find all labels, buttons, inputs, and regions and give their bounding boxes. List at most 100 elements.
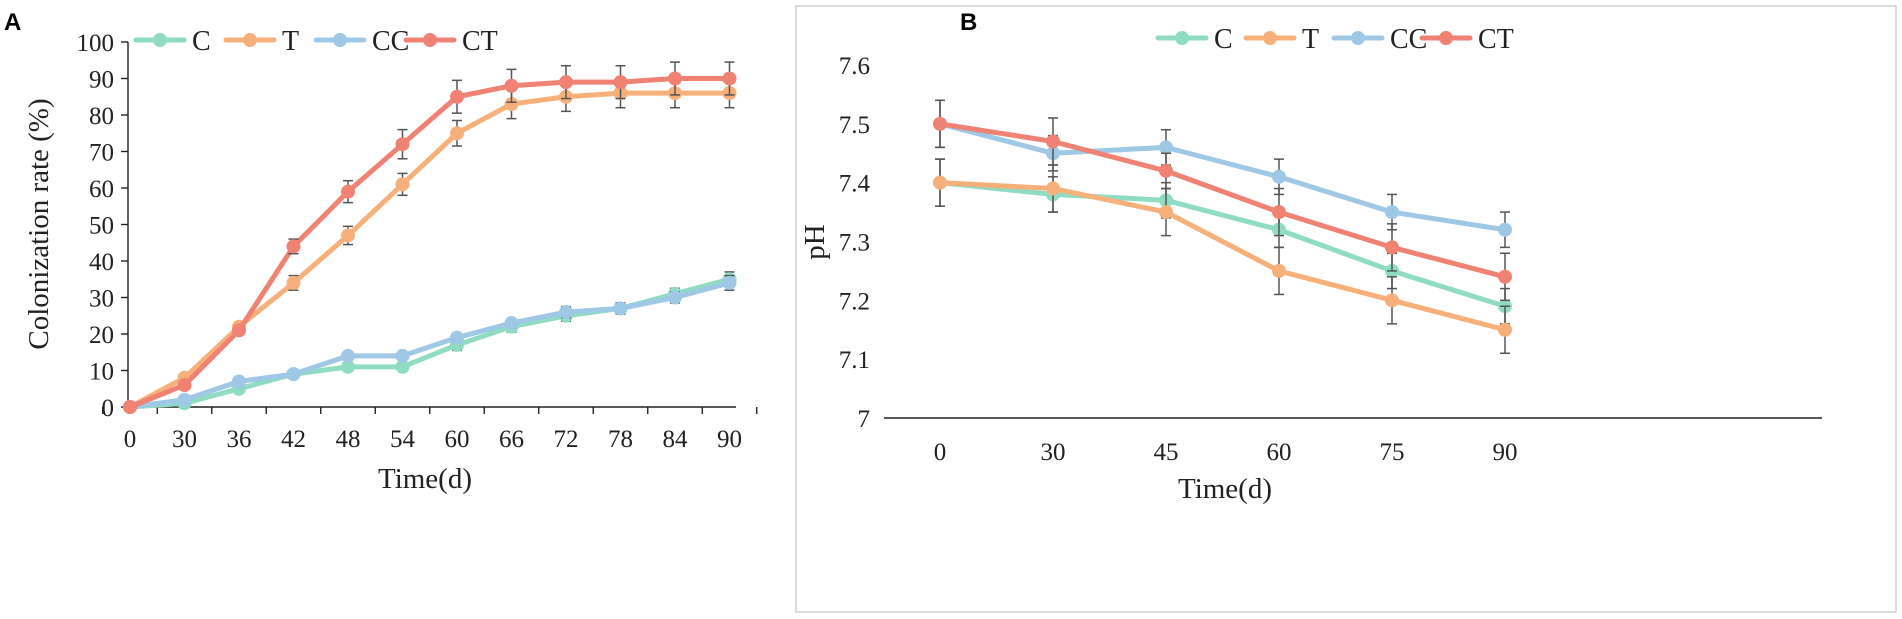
b-y-tick-label: 7.2	[839, 288, 870, 315]
b-legend-item-t: T	[1243, 24, 1319, 55]
a-point-cc	[668, 290, 682, 305]
a-point-ct	[232, 323, 246, 338]
b-series-t	[933, 158, 1512, 355]
a-y-tick-label: 90	[89, 67, 114, 94]
a-point-ct	[613, 75, 628, 90]
a-point-t	[504, 97, 519, 112]
a-x-tick-label: 72	[554, 426, 579, 453]
panel-a-letter: A	[4, 9, 21, 36]
b-point-cc	[1159, 140, 1173, 155]
a-point-ct	[341, 184, 355, 199]
a-legend-item-t: T	[223, 26, 299, 57]
a-point-t	[341, 228, 355, 243]
a-point-cc	[504, 316, 519, 331]
a-x-tick-label: 0	[124, 426, 137, 453]
b-y-tick-label: 7.1	[839, 347, 870, 374]
a-y-tick-label: 10	[89, 359, 114, 386]
a-line-t	[127, 90, 732, 410]
b-x-tick-label: 90	[1493, 439, 1518, 466]
a-legend-marker	[243, 33, 257, 47]
a-y-tick-label: 20	[89, 322, 114, 349]
panel-b: B 77.17.27.37.47.57.6 0 30 45 60 75 90 C T CC CT…	[795, 5, 1897, 613]
a-x-tick-label: 90	[717, 426, 742, 453]
a-point-t	[395, 177, 410, 192]
b-line-cc	[937, 121, 1508, 233]
b-legend-item-c: C	[1155, 24, 1233, 55]
b-x-tick-label: 30	[1041, 439, 1066, 466]
b-y-tick-label: 7.3	[839, 230, 870, 257]
a-point-cc	[286, 367, 301, 382]
b-x-tick-label: 45	[1154, 439, 1179, 466]
a-point-c	[341, 359, 355, 374]
b-point-cc	[1385, 205, 1399, 220]
panel-b-y-axis-title: pH	[799, 224, 831, 260]
b-legend-marker	[1439, 31, 1453, 45]
a-line-ct	[127, 76, 732, 410]
b-series-ct	[933, 99, 1512, 302]
b-x-tick-label: 75	[1380, 439, 1405, 466]
b-point-t	[1385, 293, 1399, 308]
b-x-tick-label: 0	[934, 439, 947, 466]
a-point-cc	[722, 275, 737, 290]
a-legend-item-c: C	[133, 26, 211, 57]
a-point-cc	[177, 392, 192, 407]
b-point-cc	[1272, 169, 1286, 184]
a-legend-marker	[153, 33, 167, 47]
a-point-cc	[450, 330, 464, 345]
b-y-tick-label: 7.5	[839, 112, 870, 139]
b-x-tick-label: 60	[1267, 439, 1292, 466]
panel-a-x-axis-title: Time(d)	[378, 463, 472, 495]
panel-b-legend: C T CC CT	[1155, 24, 1514, 55]
a-series-c	[123, 271, 737, 414]
panel-a-legend: C T CC CT	[133, 26, 498, 57]
panel-b-x-axis-title: Time(d)	[1178, 473, 1272, 505]
a-y-tick-label: 70	[89, 140, 114, 167]
a-point-cc	[613, 301, 628, 316]
a-point-ct	[177, 378, 192, 393]
a-point-ct	[722, 71, 737, 86]
b-legend-label: CT	[1478, 24, 1514, 55]
a-point-ct	[504, 78, 519, 93]
b-legend-marker	[1175, 31, 1189, 45]
a-legend-label: T	[282, 26, 299, 57]
b-y-tick-label: 7.4	[839, 171, 871, 198]
a-x-tick-label: 84	[663, 426, 689, 453]
b-point-t	[933, 175, 947, 190]
a-y-tick-label: 0	[102, 395, 115, 422]
a-y-tick-label: 60	[89, 176, 114, 203]
b-point-ct	[1272, 205, 1286, 220]
a-point-ct	[123, 400, 137, 414]
a-point-cc	[395, 348, 410, 363]
a-point-ct	[559, 75, 573, 90]
a-y-tick-label: 40	[89, 249, 114, 276]
b-legend-marker	[1351, 31, 1365, 45]
a-point-ct	[395, 137, 410, 152]
a-point-cc	[341, 348, 355, 363]
a-point-c	[395, 359, 410, 374]
a-point-t	[450, 126, 464, 141]
a-x-tick-label: 78	[608, 426, 633, 453]
panel-b-y-ticks: 7 7.1 7.2 7.3 7.4 7.5 7.6	[839, 53, 871, 433]
panel-b-letter: B	[960, 9, 977, 36]
a-legend-item-ct: CT	[403, 26, 498, 57]
b-legend-label: T	[1302, 24, 1319, 55]
b-point-ct	[933, 116, 947, 131]
b-point-cc	[1498, 222, 1512, 237]
a-x-tick-label: 66	[499, 426, 524, 453]
a-series-ct	[123, 61, 737, 414]
a-point-cc	[232, 374, 246, 389]
b-legend-item-cc: CC	[1331, 24, 1427, 55]
a-legend-label: CC	[372, 26, 409, 57]
a-legend-label: C	[192, 26, 211, 57]
b-point-ct	[1498, 269, 1512, 284]
a-point-t	[286, 275, 301, 290]
b-point-t	[1159, 205, 1173, 220]
a-x-tick-label: 60	[445, 426, 470, 453]
a-line-cc	[127, 280, 732, 410]
a-point-ct	[450, 89, 464, 104]
b-point-ct	[1046, 134, 1060, 149]
panel-a-y-axis-title: Colonization rate (%)	[23, 98, 55, 349]
a-x-tick-label: 30	[172, 426, 197, 453]
a-y-tick-label: 50	[89, 213, 114, 240]
a-x-tick-label: 48	[336, 426, 361, 453]
